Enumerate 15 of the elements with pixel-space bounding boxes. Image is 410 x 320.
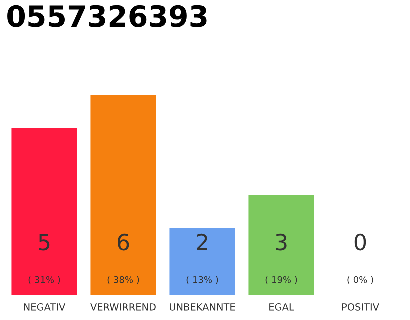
data-label: 3 ( 19% ) — [266, 234, 298, 284]
x-tick-label: UNBEKANNTE — [170, 304, 236, 311]
bar — [248, 195, 314, 295]
data-label: 6 ( 38% ) — [108, 234, 140, 284]
data-label: 2 ( 13% ) — [186, 234, 218, 284]
bar — [170, 228, 236, 295]
x-tick-label: EGAL — [270, 304, 294, 311]
bar — [90, 95, 156, 295]
data-label: 0 ( 0% ) — [348, 234, 374, 284]
x-tick-label: NEGATIV — [24, 304, 66, 311]
x-tick-label: POSITIV — [342, 304, 380, 311]
chart-title: 0557326393 — [8, 5, 207, 28]
data-label: 5 ( 31% ) — [28, 234, 60, 284]
bar — [12, 128, 78, 295]
x-tick-label: VERWIRREND — [90, 304, 156, 311]
